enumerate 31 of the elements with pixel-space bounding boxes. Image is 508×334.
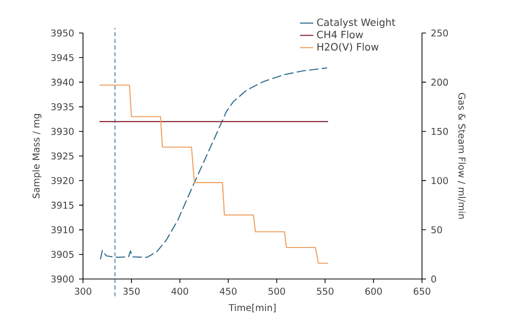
y2-tick-label: 0	[431, 275, 436, 283]
y2-axis-title: Gas & Steam Flow / ml/min	[458, 93, 466, 219]
x-axis-title: Time[min]	[228, 304, 276, 312]
y-tick-label: 3915	[51, 202, 74, 209]
y2-tick-label: 150	[432, 128, 448, 135]
y-tick-label: 3905	[51, 250, 74, 258]
legend-label: Catalyst Weight	[317, 18, 396, 28]
x-tick-label: 500	[268, 288, 285, 295]
y-tick-label: 3900	[51, 275, 74, 283]
x-tick-label: 350	[123, 288, 140, 295]
y-tick-label: 3945	[51, 54, 74, 62]
legend-label: H2O(V) Flow	[318, 42, 379, 52]
y-tick-label: 3925	[51, 152, 74, 160]
x-tick-label: 450	[220, 288, 237, 295]
y-tick-label: 3940	[51, 78, 74, 86]
y2-tick-label: 100	[432, 177, 448, 184]
y2-tick-label: 250	[431, 29, 448, 37]
y-tick-label: 3910	[51, 226, 74, 234]
x-tick-label: 300	[74, 288, 92, 295]
y-tick-label: 3930	[51, 128, 74, 135]
x-tick-label: 650	[414, 288, 430, 295]
x-tick-label: 400	[171, 288, 188, 295]
x-tick-label: 550	[316, 288, 334, 295]
y2-tick-label: 200	[431, 78, 448, 86]
y-axis-title: Sample Mass / mg	[32, 114, 42, 198]
y-tick-label: 3935	[51, 103, 74, 110]
y-tick-label: 3920	[51, 177, 74, 184]
y2-tick-label: 50	[431, 226, 442, 234]
legend-label: CH4 Flow	[317, 30, 363, 38]
x-tick-label: 600	[365, 288, 382, 295]
y-tick-label: 3950	[51, 29, 74, 37]
